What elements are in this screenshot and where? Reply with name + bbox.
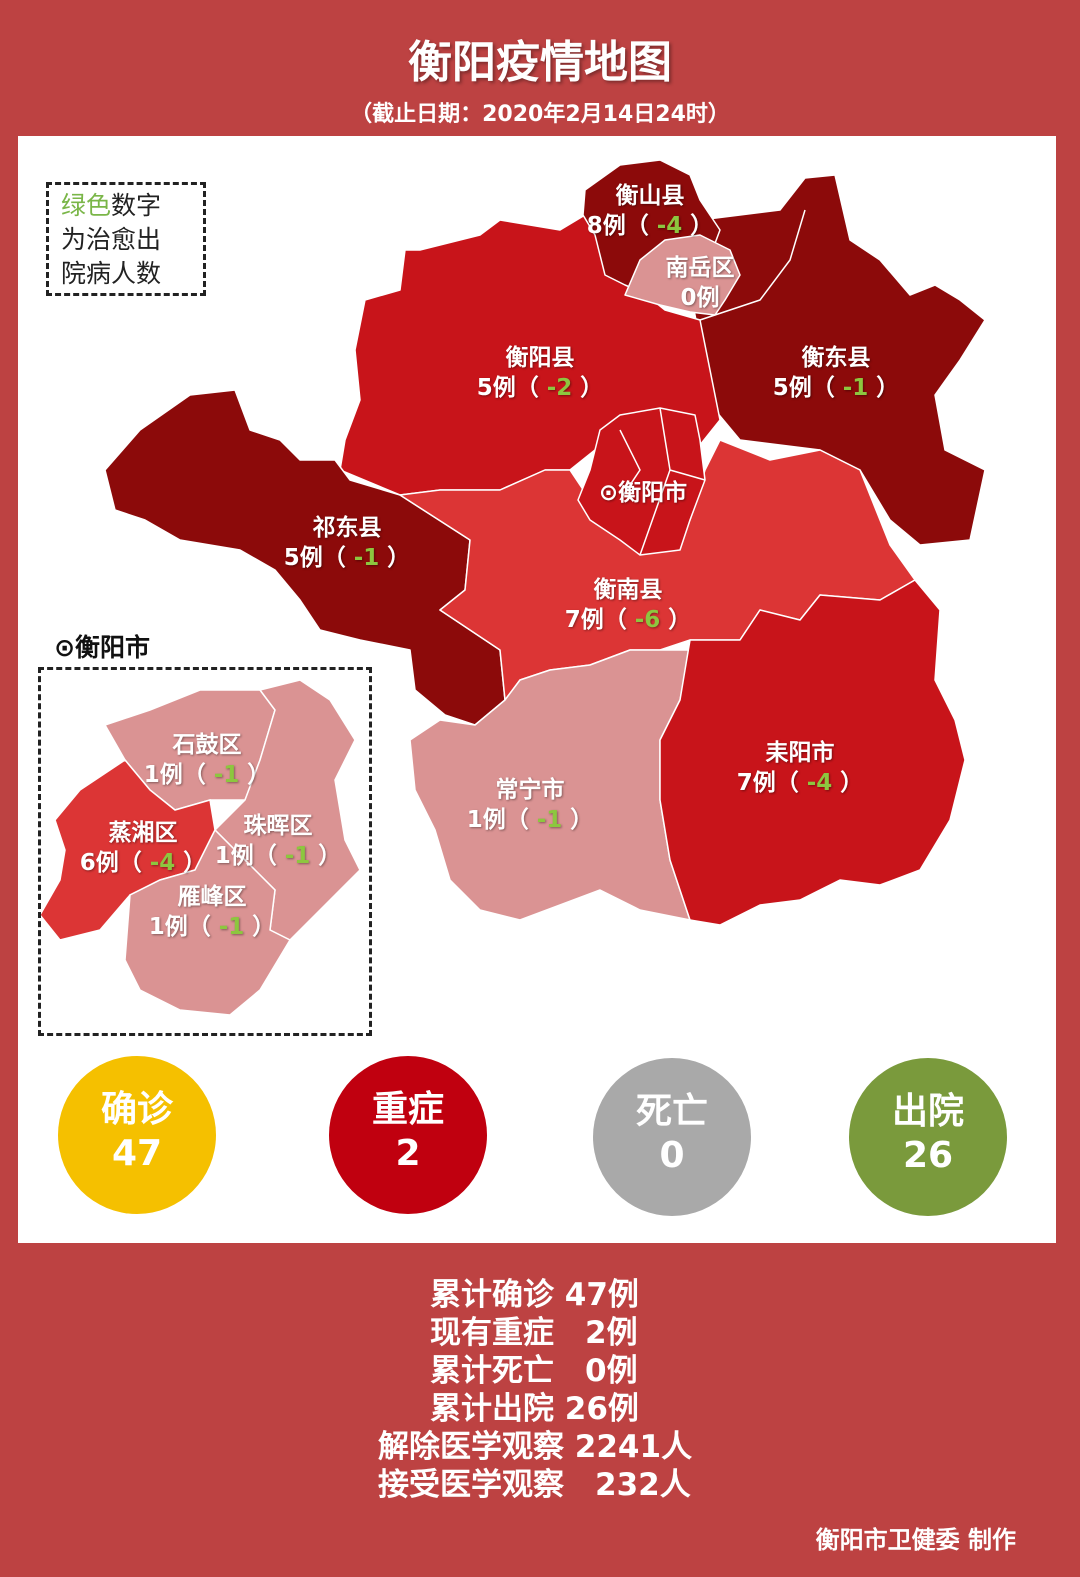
label-zhuhui: 珠晖区 1例（ -1 ） bbox=[214, 813, 342, 869]
inset-box bbox=[38, 667, 372, 1036]
circle-discharged: 出院 26 bbox=[849, 1058, 1007, 1216]
stat-row: 接受医学观察 232人 bbox=[378, 1467, 691, 1503]
label-nanyue: 南岳区 0例 bbox=[665, 255, 735, 311]
legend-green-word: 绿色 bbox=[61, 191, 112, 220]
stat-row: 累计出院 26例 bbox=[430, 1391, 639, 1427]
label-yanfeng: 雁峰区 1例（ -1 ） bbox=[148, 884, 276, 940]
label-hengyang-county: 衡阳县 5例（ -2 ） bbox=[476, 345, 604, 401]
circle-severe: 重症 2 bbox=[329, 1056, 487, 1214]
city-marker-icon: ⊙ bbox=[54, 633, 75, 662]
stat-row: 累计确诊 47例 bbox=[430, 1277, 639, 1313]
region-hengdong[interactable] bbox=[689, 174, 986, 546]
district-yanfeng[interactable] bbox=[124, 828, 292, 1016]
city-marker-icon: ⊙ bbox=[598, 480, 619, 506]
date-subtitle: （截止日期：2020年2月14日24时） bbox=[350, 102, 730, 127]
region-leiyang[interactable] bbox=[659, 579, 966, 926]
credit: 衡阳市卫健委 制作 bbox=[815, 1526, 1016, 1554]
circle-confirmed: 确诊 47 bbox=[58, 1056, 216, 1214]
legend-text: 院病人数 bbox=[61, 259, 162, 288]
label-hengshan: 衡山县 8例（ -4 ） bbox=[586, 183, 714, 239]
label-hengnan: 衡南县 7例（ -6 ） bbox=[564, 577, 692, 633]
legend-text: 为治愈出 bbox=[61, 225, 162, 254]
stat-row: 解除医学观察 2241人 bbox=[378, 1429, 693, 1465]
label-shigu: 石鼓区 1例（ -1 ） bbox=[143, 732, 271, 788]
circle-deaths: 死亡 0 bbox=[593, 1058, 751, 1216]
label-hengyang-city: ⊙衡阳市 bbox=[598, 480, 688, 506]
page-title: 衡阳疫情地图 bbox=[408, 37, 672, 88]
region-hengyang-city[interactable] bbox=[577, 407, 706, 556]
label-changning: 常宁市 1例（ -1 ） bbox=[466, 777, 594, 833]
legend-box: 绿色数字 为治愈出 院病人数 bbox=[46, 182, 206, 296]
label-zhengxiang: 蒸湘区 6例（ -4 ） bbox=[79, 820, 207, 876]
stat-row: 累计死亡 0例 bbox=[430, 1353, 638, 1389]
label-qidong: 祁东县 5例（ -1 ） bbox=[283, 515, 411, 571]
region-nanyue[interactable] bbox=[624, 234, 741, 316]
label-leiyang: 耒阳市 7例（ -4 ） bbox=[736, 740, 864, 796]
legend-text: 数字 bbox=[111, 191, 162, 220]
label-hengdong: 衡东县 5例（ -1 ） bbox=[772, 345, 900, 401]
inset-title: ⊙衡阳市 bbox=[54, 633, 150, 662]
stat-row: 现有重症 2例 bbox=[430, 1315, 638, 1351]
